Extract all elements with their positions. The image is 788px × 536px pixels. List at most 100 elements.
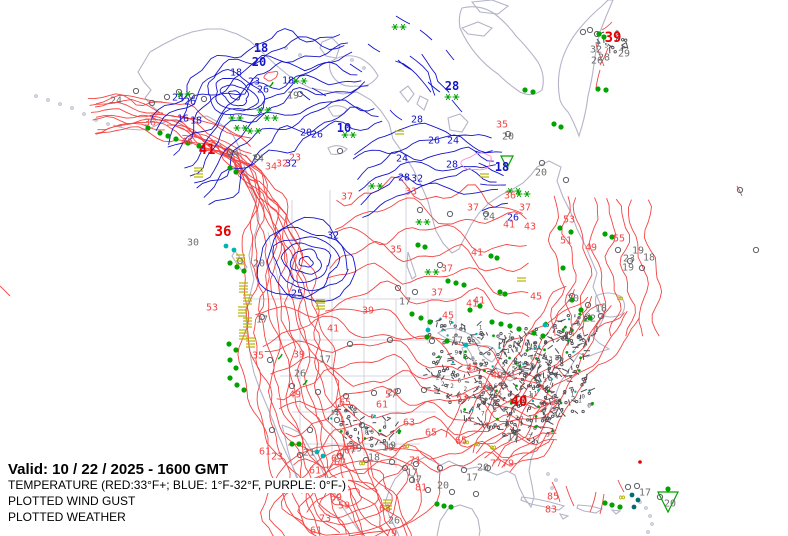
station-plot-speck — [574, 410, 579, 415]
blue-contour-label: 26 — [428, 136, 440, 147]
blue-temperature-contour — [167, 51, 353, 148]
station-plot-speck — [545, 332, 549, 336]
blue-contour-label: 24 — [396, 154, 408, 165]
rain-dot-icon — [173, 136, 179, 142]
station-plot-speck — [570, 388, 575, 392]
station-plot-speck — [473, 387, 479, 393]
red-contour-label: 36 — [144, 118, 156, 129]
station-plot-speck — [496, 425, 500, 430]
station-plot-digit: 6 — [371, 413, 375, 420]
station-plot-speck — [540, 400, 546, 405]
station-plot-digit: 7 — [481, 410, 485, 417]
station-plot-speck — [538, 384, 542, 388]
station-plot-speck — [625, 42, 629, 50]
station-plot-speck — [454, 333, 458, 337]
red-temperature-contour — [628, 199, 649, 337]
coastline — [327, 145, 348, 155]
station-circle-icon — [362, 456, 370, 464]
station-plot-speck — [461, 399, 467, 405]
station-plot-speck — [615, 30, 619, 34]
station-circle-icon — [504, 130, 512, 138]
station-plot-speck — [478, 380, 482, 384]
blue-contour-label-bold: 18 — [495, 160, 509, 174]
station-plot-speck — [542, 417, 546, 421]
snow-asterisk-icon — [229, 114, 235, 122]
red-temperature-contour — [475, 303, 605, 454]
red-contour-label: 67 — [331, 454, 343, 465]
station-plot-speck — [545, 397, 552, 401]
station-plot-speck — [497, 404, 503, 411]
station-rain-dot — [509, 402, 513, 405]
station-plot-speck — [386, 416, 392, 419]
station-plot-speck — [366, 430, 369, 436]
red-temperature-contour — [736, 185, 743, 197]
red-contour-label: 45 — [530, 292, 542, 303]
station-circle-icon — [736, 186, 744, 194]
station-plot-speck — [476, 403, 481, 407]
red-contour-label: 81 — [415, 483, 427, 494]
station-plot-speck — [565, 331, 569, 335]
station-plot-speck — [487, 352, 491, 356]
station-temperature-label: 19 — [622, 263, 634, 274]
snow-asterisk-icon — [177, 90, 183, 98]
rain-dot-icon — [234, 382, 240, 388]
station-plot-digit: 1 — [506, 348, 510, 355]
blue-temperature-contour — [311, 87, 327, 97]
red-temperature-contour — [326, 262, 529, 296]
station-circle-icon — [428, 337, 436, 345]
station-plot-speck — [339, 423, 343, 427]
rain-dot-icon — [557, 225, 563, 231]
station-plot-speck — [446, 392, 449, 399]
station-plot-speck — [509, 330, 513, 334]
cyan-precip-icon — [223, 243, 229, 249]
station-plot-speck — [458, 399, 460, 405]
red-contour-label: 73 — [319, 514, 331, 525]
station-plot-speck — [444, 367, 447, 373]
station-plot-speck — [571, 399, 577, 403]
station-plot-speck — [528, 347, 533, 350]
station-rain-dot — [534, 425, 538, 428]
station-plot-speck — [349, 434, 353, 439]
station-plot-speck — [510, 398, 513, 402]
station-plot-speck — [501, 339, 506, 343]
station-plot-digit: 3 — [572, 396, 576, 403]
station-plot-speck — [561, 411, 566, 417]
station-plot-speck — [476, 366, 478, 371]
station-plot-speck — [365, 426, 370, 429]
station-plot-speck — [504, 406, 508, 410]
rain-dot-icon — [424, 334, 430, 340]
station-circle-icon — [336, 147, 344, 155]
blue-temperature-contour — [228, 90, 242, 101]
station-plot-speck — [458, 350, 462, 354]
snow-asterisk-icon — [185, 90, 191, 98]
station-plot-speck — [564, 400, 568, 405]
rain-dot-icon — [415, 242, 421, 248]
station-circle-icon — [200, 95, 208, 103]
blue-temperature-contour — [149, 28, 341, 123]
station-plot-speck — [552, 328, 555, 333]
rain-dot-icon — [418, 315, 424, 321]
station-plot-speck — [575, 344, 580, 348]
snow-asterisk-icon — [301, 77, 307, 85]
station-temperature-label: 17 — [319, 355, 331, 366]
blue-temperature-contour — [184, 74, 362, 169]
station-plot-speck — [557, 404, 561, 410]
station-plot-speck — [370, 444, 374, 448]
station-plot-speck — [484, 361, 489, 365]
station-plot-speck — [512, 426, 514, 434]
blue-temperature-contour — [480, 183, 506, 186]
station-plot-speck — [512, 340, 515, 348]
blue-temperature-contour — [395, 15, 411, 25]
cyan-precip-icon — [542, 322, 548, 328]
station-plot-speck — [514, 386, 519, 391]
red-contour-label: 49 — [585, 243, 597, 254]
station-plot-speck — [457, 365, 463, 370]
island — [350, 58, 354, 62]
station-cyan-dot — [533, 347, 536, 351]
blue-temperature-contour — [168, 42, 348, 145]
haze-infinity-icon: ∞ — [490, 443, 496, 454]
station-temperature-label: 17 — [466, 473, 478, 484]
station-plot-speck — [488, 393, 494, 400]
snow-asterisk-icon — [265, 106, 271, 114]
station-plot-speck — [448, 400, 452, 405]
